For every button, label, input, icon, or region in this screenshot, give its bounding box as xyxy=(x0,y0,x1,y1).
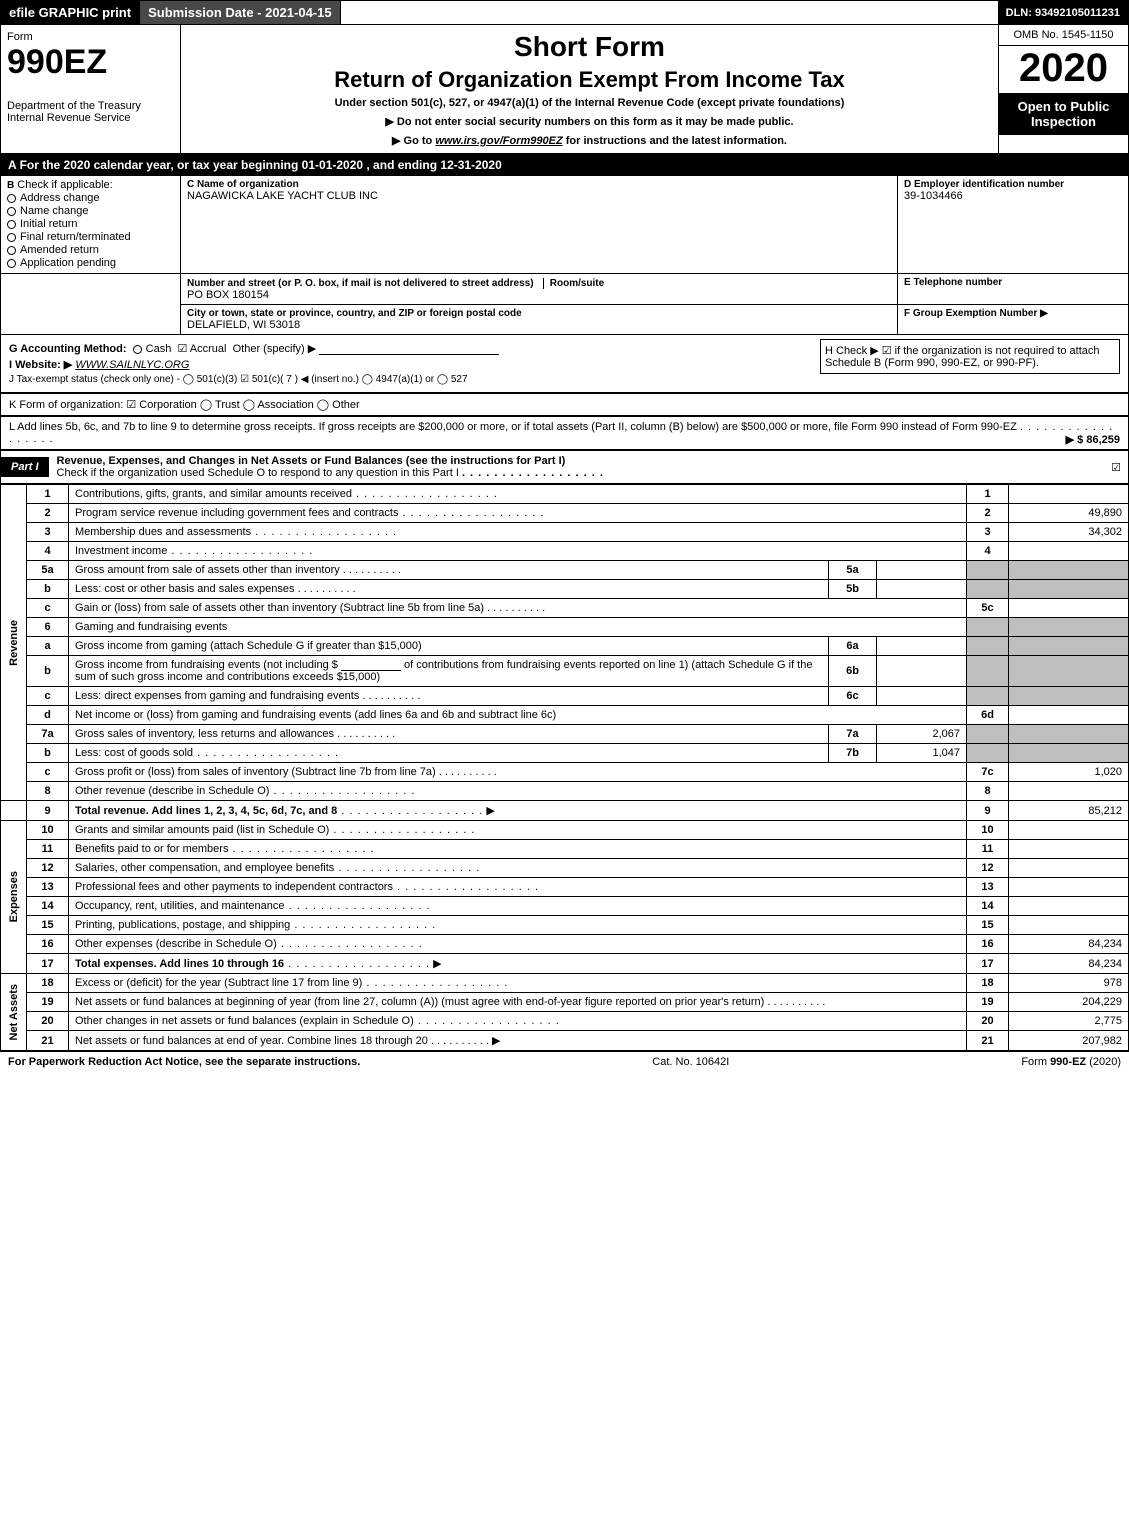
ln1-rn: 1 xyxy=(967,485,1009,504)
irs-label: Internal Revenue Service xyxy=(7,112,174,124)
header-right: OMB No. 1545-1150 2020 Open to Public In… xyxy=(998,25,1128,153)
org-info-block: B Check if applicable: Address change Na… xyxy=(0,176,1129,335)
g-label: G Accounting Method: xyxy=(9,343,127,355)
header-left: Form 990EZ Department of the Treasury In… xyxy=(1,25,181,153)
ln7c-amt: 1,020 xyxy=(1009,763,1129,782)
e-phone-block: E Telephone number xyxy=(898,274,1128,305)
ln1-num: 1 xyxy=(27,485,69,504)
e-label: E Telephone number xyxy=(904,277,1122,288)
city-value: DELAFIELD, WI 53018 xyxy=(187,319,891,331)
f-group-block: F Group Exemption Number ▶ xyxy=(898,305,1128,334)
l-text: L Add lines 5b, 6c, and 7b to line 9 to … xyxy=(9,421,1017,433)
g-cash-circle[interactable] xyxy=(133,345,142,354)
goto-pre: ▶ Go to xyxy=(392,135,435,147)
i-label: I Website: ▶ xyxy=(9,359,72,371)
line-l: L Add lines 5b, 6c, and 7b to line 9 to … xyxy=(0,416,1129,450)
d-ein-block: D Employer identification number 39-1034… xyxy=(898,176,1128,274)
ln1-amt xyxy=(1009,485,1129,504)
ln7b-val: 1,047 xyxy=(877,744,967,763)
part-1-title: Revenue, Expenses, and Changes in Net As… xyxy=(49,451,1104,483)
ln7a-val: 2,067 xyxy=(877,725,967,744)
b-check-label: Check if applicable: xyxy=(17,179,112,191)
ln21-amt: 207,982 xyxy=(1009,1031,1129,1051)
arrow-ssn-warning: ▶ Do not enter social security numbers o… xyxy=(193,115,986,128)
chk-final-return[interactable]: Final return/terminated xyxy=(7,231,174,243)
part-1-checkbox[interactable]: ☑ xyxy=(1104,461,1128,474)
part-1-table: Revenue 1 Contributions, gifts, grants, … xyxy=(0,484,1129,1051)
line-h: H Check ▶ ☑ if the organization is not r… xyxy=(820,339,1120,374)
city-label: City or town, state or province, country… xyxy=(187,308,891,319)
b-label: B xyxy=(7,180,14,191)
part-1-check-line: Check if the organization used Schedule … xyxy=(57,467,459,479)
ln20-amt: 2,775 xyxy=(1009,1012,1129,1031)
c-city-block: City or town, state or province, country… xyxy=(181,305,898,334)
header-middle: Short Form Return of Organization Exempt… xyxy=(181,25,998,153)
return-title: Return of Organization Exempt From Incom… xyxy=(193,67,986,93)
l-amount: ▶ $ 86,259 xyxy=(1066,433,1120,446)
form-header: Form 990EZ Department of the Treasury In… xyxy=(0,25,1129,154)
ln16-amt: 84,234 xyxy=(1009,935,1129,954)
efile-print[interactable]: efile GRAPHIC print xyxy=(1,1,140,24)
top-bar: efile GRAPHIC print Submission Date - 20… xyxy=(0,0,1129,25)
line-k: K Form of organization: ☑ Corporation ◯ … xyxy=(0,393,1129,416)
footer-right: Form 990-EZ (2020) xyxy=(1021,1056,1121,1068)
website-link[interactable]: WWW.SAILNLYC.ORG xyxy=(75,359,189,371)
f-label: F Group Exemption Number ▶ xyxy=(904,308,1122,319)
form-word: Form xyxy=(7,31,174,43)
part-1-label: Part I xyxy=(1,457,49,477)
arrow-goto: ▶ Go to www.irs.gov/Form990EZ for instru… xyxy=(193,134,986,147)
col-b: B Check if applicable: Address change Na… xyxy=(1,176,181,274)
ln2-desc: Program service revenue including govern… xyxy=(69,504,967,523)
line-j: J Tax-exempt status (check only one) - ◯… xyxy=(9,374,1120,385)
mid-section: H Check ▶ ☑ if the organization is not r… xyxy=(0,335,1129,393)
under-section-text: Under section 501(c), 527, or 4947(a)(1)… xyxy=(193,97,986,109)
org-name: NAGAWICKA LAKE YACHT CLUB INC xyxy=(187,190,891,202)
ln3-amt: 34,302 xyxy=(1009,523,1129,542)
chk-initial-return[interactable]: Initial return xyxy=(7,218,174,230)
part-1-header: Part I Revenue, Expenses, and Changes in… xyxy=(0,450,1129,484)
chk-application-pending[interactable]: Application pending xyxy=(7,257,174,269)
goto-post: for instructions and the latest informat… xyxy=(563,135,787,147)
d-label: D Employer identification number xyxy=(904,179,1122,190)
ln18-amt: 978 xyxy=(1009,974,1129,993)
omb-number: OMB No. 1545-1150 xyxy=(999,25,1128,46)
open-to-public: Open to Public Inspection xyxy=(999,93,1128,135)
c-name-block: C Name of organization NAGAWICKA LAKE YA… xyxy=(181,176,898,274)
addr-label: Number and street (or P. O. box, if mail… xyxy=(187,278,534,289)
irs-link[interactable]: www.irs.gov/Form990EZ xyxy=(435,135,562,147)
g-other-blank[interactable] xyxy=(319,343,499,355)
dept-treasury: Department of the Treasury xyxy=(7,100,174,112)
footer-left: For Paperwork Reduction Act Notice, see … xyxy=(8,1056,360,1068)
ln17-amt: 84,234 xyxy=(1009,954,1129,974)
form-number: 990EZ xyxy=(7,43,174,82)
ln19-amt: 204,229 xyxy=(1009,993,1129,1012)
chk-address-change[interactable]: Address change xyxy=(7,192,174,204)
line-a-text: For the 2020 calendar year, or tax year … xyxy=(20,158,502,172)
address-value: PO BOX 180154 xyxy=(187,289,891,301)
revenue-side-label: Revenue xyxy=(1,485,27,801)
ln9-amt: 85,212 xyxy=(1009,801,1129,821)
expenses-side-label: Expenses xyxy=(1,821,27,974)
line-a: A For the 2020 calendar year, or tax yea… xyxy=(0,154,1129,176)
chk-name-change[interactable]: Name change xyxy=(7,205,174,217)
ln1-desc: Contributions, gifts, grants, and simila… xyxy=(69,485,967,504)
short-form-title: Short Form xyxy=(193,31,986,63)
dln: DLN: 93492105011231 xyxy=(998,1,1128,24)
footer-mid: Cat. No. 10642I xyxy=(652,1056,729,1068)
tax-year: 2020 xyxy=(999,46,1128,91)
page-footer: For Paperwork Reduction Act Notice, see … xyxy=(0,1051,1129,1072)
c-address-block: Number and street (or P. O. box, if mail… xyxy=(181,274,898,305)
net-assets-side-label: Net Assets xyxy=(1,974,27,1051)
ln2-amt: 49,890 xyxy=(1009,504,1129,523)
h-text: H Check ▶ ☑ if the organization is not r… xyxy=(825,345,1100,369)
submission-date: Submission Date - 2021-04-15 xyxy=(140,1,341,24)
room-label: Room/suite xyxy=(543,278,604,289)
ein-value: 39-1034466 xyxy=(904,190,1122,202)
c-name-label: C Name of organization xyxy=(187,179,891,190)
chk-amended-return[interactable]: Amended return xyxy=(7,244,174,256)
